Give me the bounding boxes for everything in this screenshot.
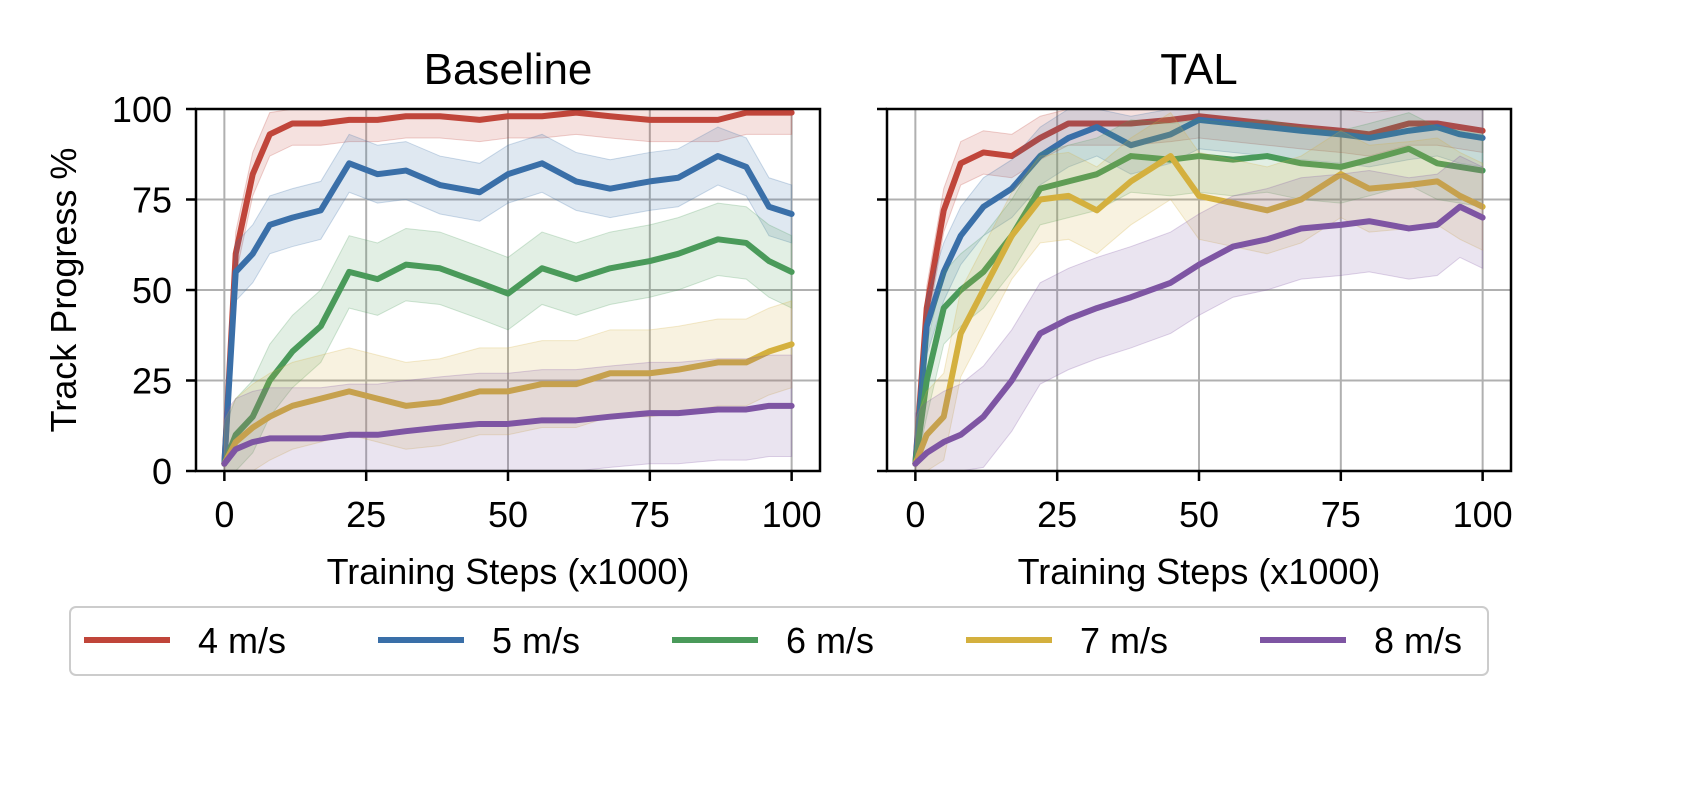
- y-tick-label: 50: [132, 270, 172, 311]
- y-tick-label: 100: [112, 89, 172, 130]
- legend: 4 m/s 5 m/s 6 m/s 7 m/s 8 m/s: [69, 606, 1489, 676]
- y-tick-label: 25: [132, 361, 172, 402]
- chart-title: Baseline: [424, 45, 593, 94]
- series-line-7ms: [221, 341, 795, 467]
- series-line-6ms: [221, 236, 795, 467]
- series-line-4ms: [912, 113, 1486, 467]
- x-tick-label: 100: [1453, 494, 1513, 535]
- panel-tal: 0 25 50 75 100 TAL Training Steps (x1000): [877, 45, 1513, 592]
- x-tick-label: 100: [762, 494, 822, 535]
- series-band-6ms: [223, 202, 793, 472]
- x-tick-label: 0: [214, 494, 234, 535]
- y-axis-label: Track Progress %: [43, 148, 84, 433]
- legend-box: [69, 606, 1489, 676]
- legend-label: 4 m/s: [198, 620, 286, 661]
- x-tick-label: 0: [905, 494, 925, 535]
- series-line-4ms: [221, 109, 795, 467]
- chart-title: TAL: [1160, 45, 1237, 94]
- series-line-8ms: [912, 203, 1486, 467]
- x-tick-label: 25: [346, 494, 386, 535]
- series-line-5ms: [912, 116, 1486, 467]
- legend-label: 5 m/s: [492, 620, 580, 661]
- y-tick-label: 75: [132, 180, 172, 221]
- y-tick-label: 0: [152, 451, 172, 492]
- series-band-7ms: [914, 111, 1484, 472]
- panel-baseline: 0 25 50 75 100 0 25 50 75 100 Track Progress % Base…: [43, 45, 822, 592]
- x-tick-label: 75: [630, 494, 670, 535]
- series-line-8ms: [221, 402, 795, 467]
- x-tick-label: 50: [488, 494, 528, 535]
- x-tick-label: 50: [1179, 494, 1219, 535]
- x-tick-label: 75: [1321, 494, 1361, 535]
- legend-label: 7 m/s: [1080, 620, 1168, 661]
- series-line-7ms: [912, 153, 1486, 467]
- x-axis-label: Training Steps (x1000): [327, 551, 690, 592]
- legend-label: 6 m/s: [786, 620, 874, 661]
- series-band-8ms: [914, 155, 1484, 472]
- legend-label: 8 m/s: [1374, 620, 1462, 661]
- series-line-5ms: [221, 153, 795, 467]
- x-tick-label: 25: [1037, 494, 1077, 535]
- x-axis-label: Training Steps (x1000): [1018, 551, 1381, 592]
